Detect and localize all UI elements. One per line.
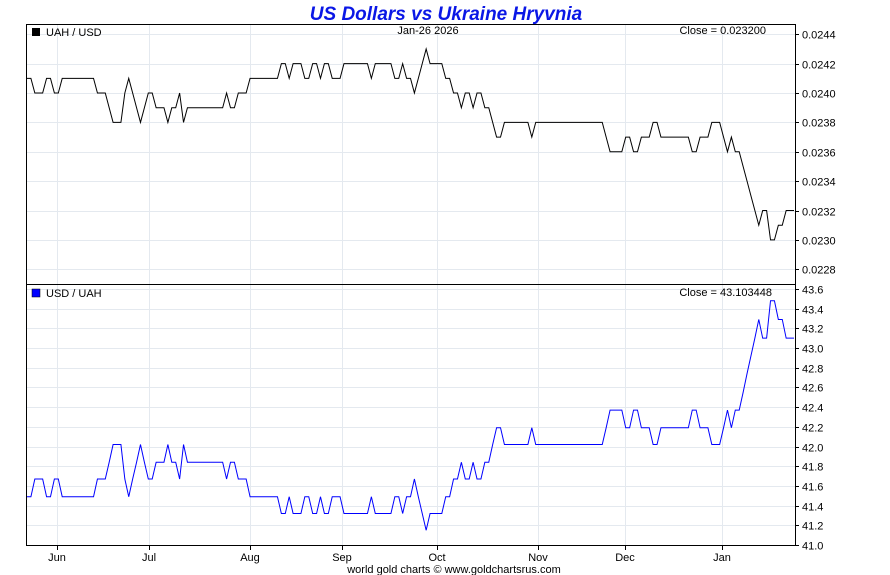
uah-usd-y-tick-label: 0.0238	[802, 118, 836, 130]
chart-title: US Dollars vs Ukraine Hryvnia	[310, 4, 583, 25]
x-tick-label-jun: Jun	[48, 552, 66, 564]
uah-usd-plot-frame	[26, 24, 796, 285]
usd-uah-series-line	[27, 300, 794, 531]
uah-usd-series	[27, 47, 794, 241]
uah-usd-legend-swatch	[32, 28, 40, 36]
x-tick-label-nov: Nov	[528, 552, 548, 564]
x-tick-label-aug: Aug	[240, 552, 260, 564]
usd-uah-panel: 41.0 41.2 41.4 41.6 41.8 42.0 42.2 42.4 42.6 42.8…	[26, 284, 823, 553]
usd-uah-y-tick-label: 41.6	[802, 482, 823, 494]
uah-usd-y-tick-label: 0.0244	[802, 30, 836, 42]
usd-uah-y-tick-label: 41.0	[802, 541, 823, 553]
usd-uah-y-tick-label: 42.8	[802, 364, 823, 376]
x-tick-label-jan: Jan	[713, 552, 731, 564]
usd-uah-series	[27, 300, 794, 531]
usd-uah-gridlines	[26, 284, 795, 546]
usd-uah-y-tick-label: 41.8	[802, 462, 823, 474]
chart-date: Jan-26 2026	[397, 25, 458, 37]
usd-uah-legend-label: USD / UAH	[46, 288, 102, 300]
x-tick-label-jul: Jul	[142, 552, 156, 564]
usd-uah-y-tick-label: 43.4	[802, 305, 823, 317]
x-tick-label-oct: Oct	[428, 552, 445, 564]
usd-uah-plot-frame	[26, 284, 796, 546]
usd-uah-y-tick-label: 42.4	[802, 403, 823, 415]
uah-usd-y-tick-label: 0.0230	[802, 236, 836, 248]
uah-usd-y-tick-label: 0.0240	[802, 89, 836, 101]
usd-uah-y-tick-label: 42.0	[802, 443, 823, 455]
uah-usd-y-tick-label: 0.0232	[802, 207, 836, 219]
uah-usd-y-tick-label: 0.0236	[802, 148, 836, 160]
uah-usd-legend-label: UAH / USD	[46, 27, 102, 39]
x-tick-label-sep: Sep	[332, 552, 352, 564]
uah-usd-y-tick-label: 0.0228	[802, 265, 836, 277]
x-axis: Jun Jul Aug Sep Oct Nov Dec Jan	[48, 545, 731, 564]
uah-usd-panel: 0.0228 0.0230 0.0232 0.0234 0.0236 0.0238 0.02…	[26, 24, 836, 285]
usd-uah-y-tick-label: 43.6	[802, 285, 823, 297]
usd-uah-y-tick-label: 41.4	[802, 502, 823, 514]
uah-usd-gridlines	[26, 24, 795, 284]
x-tick-label-dec: Dec	[615, 552, 635, 564]
footer-credit: world gold charts © www.goldchartsrus.co…	[346, 564, 561, 575]
usd-uah-legend-swatch	[31, 288, 41, 298]
usd-uah-y-axis: 41.0 41.2 41.4 41.6 41.8 42.0 42.2 42.4 42.6 42.8…	[795, 285, 823, 553]
usd-uah-y-tick-label: 43.0	[802, 344, 823, 356]
usd-uah-y-tick-label: 42.6	[802, 383, 823, 395]
uah-usd-series-line	[27, 47, 794, 241]
uah-usd-y-axis: 0.0228 0.0230 0.0232 0.0234 0.0236 0.0238 0.02…	[795, 30, 836, 277]
uah-usd-y-tick-label: 0.0242	[802, 60, 836, 72]
usd-uah-close-label: Close = 43.103448	[679, 287, 772, 299]
uah-usd-y-tick-label: 0.0234	[802, 177, 836, 189]
usd-uah-y-tick-label: 41.2	[802, 521, 823, 533]
usd-uah-y-tick-label: 42.2	[802, 423, 823, 435]
usd-uah-y-tick-label: 43.2	[802, 324, 823, 336]
uah-usd-close-label: Close = 0.023200	[679, 25, 766, 37]
